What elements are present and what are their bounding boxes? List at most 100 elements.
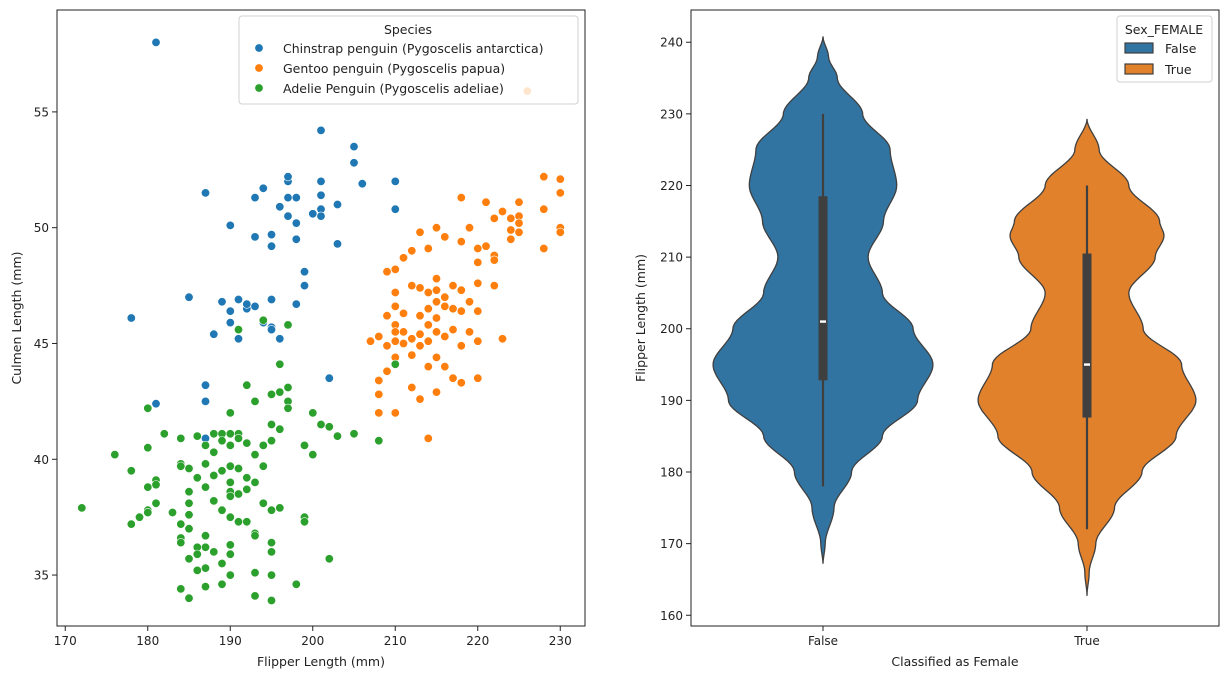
violin-shapes: [712, 36, 1197, 596]
violin-y-tick-label: 170: [660, 537, 683, 551]
scatter-point: [299, 440, 309, 450]
scatter-point: [201, 582, 211, 592]
violin-legend-swatch: [1124, 63, 1154, 75]
scatter-point: [250, 232, 260, 242]
scatter-point: [431, 327, 441, 337]
scatter-plot-frame: [56, 9, 586, 627]
scatter-point: [431, 387, 441, 397]
scatter-point: [448, 373, 458, 383]
scatter-point: [390, 264, 400, 274]
violin-x-tick-label: True: [1073, 634, 1100, 648]
scatter-point: [390, 301, 400, 311]
scatter-point: [176, 461, 186, 471]
scatter-point: [291, 234, 301, 244]
scatter-point: [291, 299, 301, 309]
scatter-legend-marker: [254, 63, 264, 73]
scatter-point: [415, 311, 425, 321]
scatter-point: [143, 507, 153, 517]
scatter-point: [225, 570, 235, 580]
scatter-point: [440, 362, 450, 372]
violin-legend-label: True: [1164, 62, 1192, 77]
scatter-point: [440, 232, 450, 242]
scatter-point: [275, 387, 285, 397]
scatter-point: [456, 193, 466, 203]
scatter-point: [473, 306, 483, 316]
scatter-point: [201, 563, 211, 573]
scatter-legend-box: [238, 15, 579, 105]
scatter-point: [234, 463, 244, 473]
scatter-point: [555, 174, 565, 184]
scatter-point: [398, 308, 408, 318]
scatter-point: [234, 517, 244, 527]
scatter-point: [357, 179, 367, 189]
scatter-point: [201, 188, 211, 198]
scatter-point: [168, 507, 178, 517]
scatter-point: [448, 281, 458, 291]
scatter-point: [201, 531, 211, 541]
violin-legend-label: False: [1165, 41, 1197, 56]
scatter-point: [456, 285, 466, 295]
scatter-point: [266, 538, 276, 548]
scatter-point: [151, 480, 161, 490]
scatter-point: [159, 429, 169, 439]
scatter-point: [473, 244, 483, 254]
scatter-point: [489, 213, 499, 223]
scatter-point: [448, 325, 458, 335]
scatter-point: [365, 336, 375, 346]
scatter-point: [415, 227, 425, 237]
scatter-point: [407, 281, 417, 291]
scatter-point: [201, 440, 211, 450]
scatter-legend-label: Adelie Penguin (Pygoscelis adeliae): [283, 81, 504, 96]
scatter-point: [242, 517, 252, 527]
scatter-point: [266, 570, 276, 580]
scatter-point: [456, 378, 466, 388]
scatter-point: [283, 211, 293, 221]
scatter-point: [316, 176, 326, 186]
scatter-point: [110, 450, 120, 460]
scatter-point: [250, 396, 260, 406]
scatter-point: [258, 498, 268, 508]
scatter-point: [431, 313, 441, 323]
violin-x-axis: False True: [808, 626, 1100, 648]
scatter-point: [151, 498, 161, 508]
scatter-point: [407, 350, 417, 360]
scatter-point: [382, 267, 392, 277]
scatter-point: [135, 512, 145, 522]
scatter-point: [225, 440, 235, 450]
scatter-point: [143, 443, 153, 453]
scatter-point: [390, 359, 400, 369]
violin-y-tick-label: 180: [660, 466, 683, 480]
scatter-point: [225, 540, 235, 550]
scatter-point: [217, 436, 227, 446]
scatter-point: [266, 547, 276, 557]
scatter-point: [316, 190, 326, 200]
scatter-point: [390, 327, 400, 337]
scatter-point: [374, 389, 384, 399]
violin-y-tick-label: 190: [660, 394, 683, 408]
scatter-point: [308, 209, 318, 219]
scatter-point: [473, 373, 483, 383]
scatter-point: [201, 396, 211, 406]
scatter-point: [374, 331, 384, 341]
scatter-x-axis: 170 180 190 200 210 220 230: [54, 626, 572, 648]
scatter-point: [126, 466, 136, 476]
scatter-point: [250, 477, 260, 487]
scatter-point: [440, 331, 450, 341]
violin-plot-frame: [690, 9, 1220, 627]
scatter-point: [266, 325, 276, 335]
scatter-point: [349, 142, 359, 152]
scatter-point: [250, 568, 260, 578]
scatter-point: [390, 204, 400, 214]
scatter-point: [275, 424, 285, 434]
scatter-point: [283, 193, 293, 203]
scatter-point: [266, 595, 276, 605]
violin-x-tick-label: False: [808, 634, 838, 648]
scatter-point: [225, 477, 235, 487]
scatter-point: [275, 359, 285, 369]
scatter-point: [192, 565, 202, 575]
scatter-point: [506, 234, 516, 244]
scatter-point: [184, 292, 194, 302]
scatter-point: [250, 531, 260, 541]
scatter-point: [225, 408, 235, 418]
